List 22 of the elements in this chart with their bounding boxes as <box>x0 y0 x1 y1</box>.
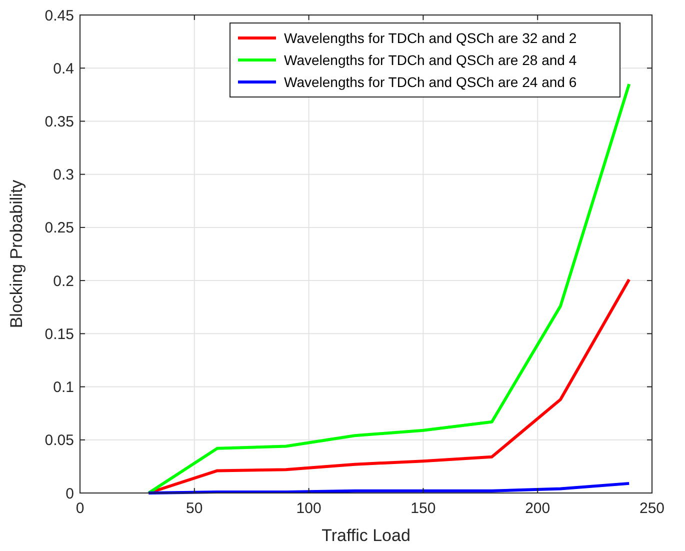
line-series <box>147 482 631 494</box>
y-tick-label: 0.45 <box>44 7 74 24</box>
y-tick-label: 0.3 <box>53 166 74 184</box>
x-tick-label: 100 <box>296 500 322 517</box>
legend-label: Wavelengths for TDCh and QSCh are 24 and 6 <box>284 74 577 90</box>
y-tick-label: 0.35 <box>44 113 74 130</box>
y-tick-label: 0 <box>66 485 74 502</box>
x-tick-label: 250 <box>639 500 665 517</box>
y-tick-label: 0.4 <box>53 60 74 78</box>
legend-label: Wavelengths for TDCh and QSCh are 32 and 2 <box>284 30 577 46</box>
y-tick-label: 0.2 <box>53 272 74 290</box>
x-tick-label: 150 <box>410 500 436 517</box>
y-tick-label: 0.25 <box>44 220 74 237</box>
x-axis-title: Traffic Load <box>322 526 410 545</box>
x-tick-label: 200 <box>525 500 550 517</box>
y-tick-label: 0.15 <box>44 326 74 343</box>
legend-label: Wavelengths for TDCh and QSCh are 28 and 4 <box>284 52 577 68</box>
x-tick-label: 50 <box>186 500 203 517</box>
y-axis-title: Blocking Probability <box>7 179 26 328</box>
y-tick-label: 0.1 <box>53 379 74 396</box>
y-tick-label: 0.05 <box>44 432 74 450</box>
x-tick-label: 0 <box>76 500 84 517</box>
